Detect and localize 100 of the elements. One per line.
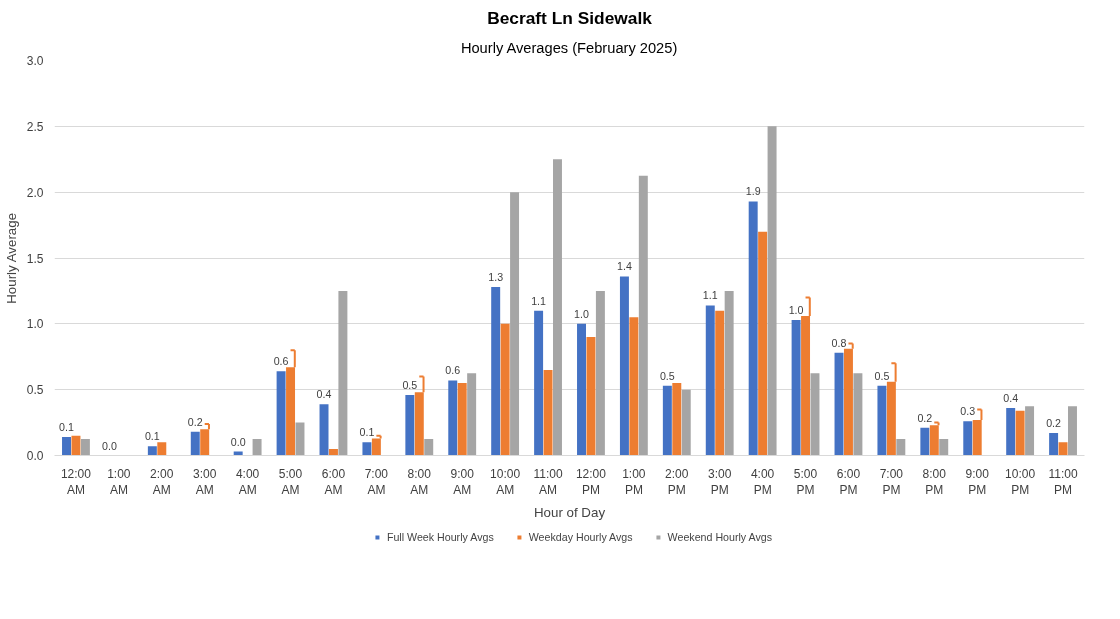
x-tick-label: 6:00 PM (836, 466, 861, 498)
bar (853, 373, 863, 456)
bar (338, 290, 348, 456)
bar (724, 290, 734, 456)
bar (252, 439, 262, 456)
x-tick-label: 12:00 PM (575, 466, 607, 498)
bar (190, 431, 200, 456)
bar (672, 383, 682, 456)
bar (705, 305, 715, 456)
bar (662, 385, 672, 456)
bar (371, 438, 381, 456)
x-tick-label: 10:00 PM (1005, 466, 1036, 498)
data-label: 0.4 (316, 388, 332, 401)
x-tick-label: 2:00 AM (150, 466, 174, 498)
bar (810, 373, 820, 456)
y-tick-label: 2.5 (26, 119, 44, 134)
x-tick-label: 5:00 AM (278, 466, 303, 498)
data-label: 0.5 (874, 369, 890, 382)
data-label: 0.3 (960, 405, 976, 418)
data-label: 0.0 (102, 439, 117, 452)
x-tick-label: 11:00 PM (1048, 466, 1078, 498)
legend-label: Weekday Hourly Avgs (528, 531, 633, 543)
bar (457, 383, 467, 456)
bar (543, 369, 553, 456)
bar (1068, 406, 1077, 456)
x-tick-label: 12:00 AM (60, 466, 92, 498)
x-tick-label: 7:00 PM (879, 466, 904, 498)
bar (715, 310, 725, 456)
data-label: 0.2 (187, 415, 203, 428)
y-tick-label: 2.0 (26, 185, 44, 200)
bar (939, 439, 949, 456)
bar (534, 310, 544, 456)
y-tick-label: 0.0 (26, 449, 44, 463)
bar (595, 290, 605, 456)
bar (929, 425, 939, 456)
data-label: 1.4 (617, 260, 632, 273)
x-tick-label: 9:00 PM (965, 466, 990, 498)
bar (843, 348, 853, 456)
bar (1006, 408, 1016, 456)
data-label: 1.1 (702, 289, 718, 302)
data-label: 0.8 (831, 336, 847, 349)
bar (896, 439, 906, 456)
x-tick-label: 9:00 AM (450, 466, 475, 498)
bar (586, 337, 596, 456)
data-label: 1.3 (488, 270, 504, 283)
x-tick-label: 11:00 AM (533, 466, 563, 498)
data-label: 1.9 (745, 185, 761, 198)
bar (920, 427, 930, 456)
y-tick-label: 3.0 (26, 54, 44, 68)
bar (62, 437, 71, 456)
y-axis-title: Hourly Average (3, 212, 19, 304)
x-tick-label: 7:00 AM (364, 466, 389, 498)
data-label: 1.0 (574, 307, 589, 320)
bar (500, 323, 510, 456)
bar (577, 323, 586, 456)
bar (362, 442, 372, 456)
x-tick-label: 4:00 PM (750, 466, 775, 498)
bar (71, 435, 81, 456)
x-tick-label: 10:00 AM (490, 466, 521, 498)
y-tick-label: 1.0 (26, 317, 44, 332)
bar (767, 126, 777, 456)
bar (1015, 410, 1025, 456)
x-tick-label: 8:00 AM (407, 466, 432, 498)
data-label: 0.5 (659, 369, 675, 382)
x-axis-title: Hour of Day (533, 505, 606, 521)
bar (295, 422, 305, 456)
y-tick-label: 0.5 (26, 383, 44, 398)
bar (1049, 433, 1059, 456)
bar (424, 439, 434, 456)
data-label: 1.0 (788, 303, 804, 316)
legend-label: Weekend Hourly Avgs (667, 531, 773, 543)
bar (1058, 442, 1068, 456)
legend-label: Full Week Hourly Avgs (386, 531, 494, 543)
data-label: 0.1 (144, 430, 160, 443)
x-tick-label: 4:00 AM (235, 466, 260, 498)
bar (448, 380, 458, 456)
bar (748, 201, 758, 456)
bar (405, 394, 415, 456)
x-tick-label: 1:00 AM (107, 466, 131, 498)
data-label: 0.2 (1046, 417, 1062, 430)
data-label: 0.1 (359, 426, 375, 439)
bar (791, 319, 801, 456)
bar (963, 421, 973, 456)
data-label: 0.4 (1003, 392, 1019, 405)
bar (758, 231, 768, 456)
data-label: 0.6 (273, 355, 289, 368)
bar (328, 448, 338, 456)
bar (491, 286, 501, 456)
x-tick-label: 5:00 PM (793, 466, 818, 498)
bar (147, 446, 157, 456)
data-label: 1.1 (531, 294, 547, 307)
bar (319, 404, 329, 456)
data-label: 0.2 (917, 411, 933, 424)
bar (157, 442, 167, 456)
bar (510, 192, 520, 456)
x-tick-label: 3:00 AM (193, 466, 217, 498)
bar (553, 159, 562, 456)
bar (80, 439, 90, 456)
bar (877, 385, 887, 456)
x-tick-label: 2:00 PM (665, 466, 689, 498)
